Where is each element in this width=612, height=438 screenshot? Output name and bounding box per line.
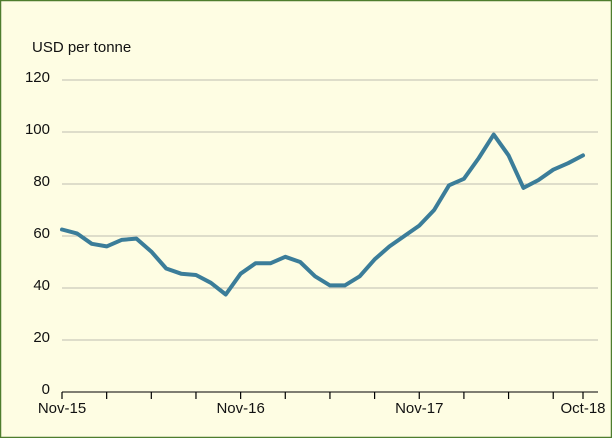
x-tick-label: Nov-15 <box>38 400 86 417</box>
y-tick-label: 60 <box>33 225 50 242</box>
y-tick-label: 20 <box>33 329 50 346</box>
x-tick-label: Oct-18 <box>560 400 605 417</box>
y-tick-label: 40 <box>33 277 50 294</box>
y-tick-label: 100 <box>25 121 50 138</box>
data-line <box>60 132 585 297</box>
y-tick-label: 80 <box>33 173 50 190</box>
x-tick-label: Nov-17 <box>395 400 443 417</box>
y-tick-label: 0 <box>42 381 50 398</box>
y-axis-label: USD per tonne <box>32 39 131 56</box>
x-tick-label: Nov-16 <box>216 400 264 417</box>
y-tick-label: 120 <box>25 69 50 86</box>
